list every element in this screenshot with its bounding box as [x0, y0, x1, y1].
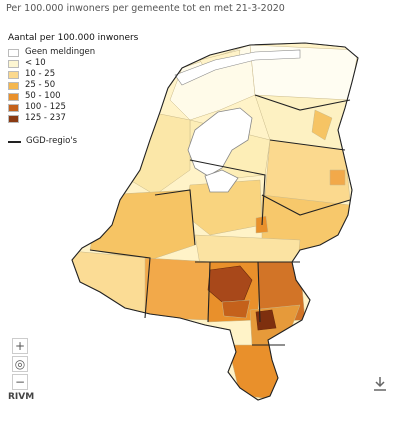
legend-swatch	[8, 103, 19, 112]
legend-item-geen: Geen meldingen	[8, 47, 138, 58]
map-title: Per 100.000 inwoners per gemeente tot en…	[6, 3, 285, 14]
ggd-boundaries	[71, 42, 359, 401]
legend-label: 10 - 25	[25, 69, 56, 79]
download-icon[interactable]	[372, 376, 388, 392]
ggd-line-swatch	[8, 140, 21, 143]
ggd-boundary	[89, 249, 151, 319]
legend-label: GGD-regio's	[26, 136, 78, 146]
legend-swatch	[8, 114, 19, 123]
ggd-boundary	[261, 194, 351, 216]
region-hart-van-brabant-hotspot[interactable]	[207, 265, 253, 303]
ijsselmeer	[187, 107, 253, 177]
region-rivierenland[interactable]	[194, 234, 301, 266]
legend-item-25-50: 25 - 50	[8, 80, 138, 91]
ggd-boundary	[257, 261, 261, 323]
legend-swatch	[8, 59, 19, 68]
legend-ggd-boundary: GGD-regio's	[8, 136, 138, 147]
legend-item-lt10: < 10	[8, 58, 138, 69]
legend-swatch	[8, 70, 19, 79]
ggd-boundary	[189, 159, 266, 226]
legend-swatch	[8, 48, 19, 57]
legend-label: 125 - 237	[25, 113, 66, 123]
zoom-controls: + ◎ −	[12, 338, 28, 390]
legend-item-125-237: 125 - 237	[8, 113, 138, 124]
legend-item-50-100: 50 - 100	[8, 91, 138, 102]
legend-label: 25 - 50	[25, 80, 56, 90]
region-noord-accent[interactable]	[311, 109, 333, 141]
region-zeeland[interactable]	[60, 249, 151, 321]
legend-label: 50 - 100	[25, 91, 61, 101]
legend-label: < 10	[25, 58, 46, 68]
region-twente-accent[interactable]	[329, 169, 346, 186]
region-noord-limburg-hotspot[interactable]	[255, 309, 277, 331]
legend-label: 100 - 125	[25, 102, 66, 112]
zoom-in-button[interactable]: +	[12, 338, 28, 354]
ggd-boundary	[71, 42, 359, 401]
ggd-boundary	[254, 94, 351, 111]
region-brabant-zuidoost-accent[interactable]	[221, 299, 251, 319]
legend-swatch	[8, 92, 19, 101]
water-group	[174, 49, 301, 193]
legend: Aantal per 100.000 inwoners Geen melding…	[8, 33, 138, 147]
reset-view-button[interactable]: ◎	[12, 356, 28, 372]
wadden-sea	[174, 49, 301, 86]
markermeer	[204, 169, 239, 193]
legend-title: Aantal per 100.000 inwoners	[8, 33, 139, 43]
ggd-boundary	[269, 139, 346, 151]
legend-item-100-125: 100 - 125	[8, 102, 138, 113]
legend-swatch	[8, 81, 19, 90]
ggd-boundary	[154, 189, 196, 246]
zoom-out-button[interactable]: −	[12, 374, 28, 390]
region-west-brabant[interactable]	[144, 257, 216, 321]
municipality-group	[60, 44, 358, 400]
legend-item-10-25: 10 - 25	[8, 69, 138, 80]
region-zuid-holland[interactable]	[89, 189, 196, 261]
rivm-logo-text: RIVM	[8, 392, 35, 402]
legend-label: Geen meldingen	[25, 47, 96, 57]
ggd-boundary	[207, 261, 211, 323]
